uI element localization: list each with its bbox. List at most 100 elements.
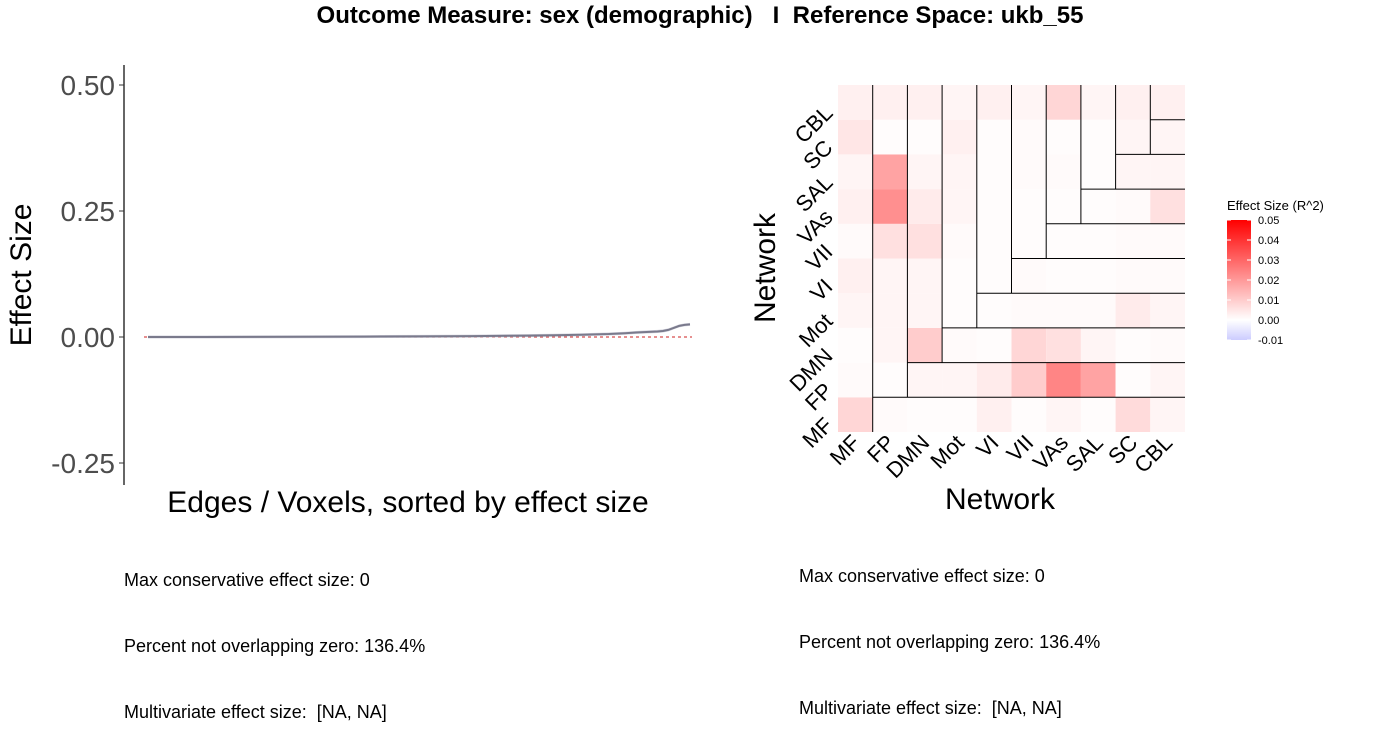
heatmap-cell	[1011, 223, 1047, 259]
heatmap-cell	[1011, 85, 1047, 120]
heatmap-cell	[1080, 258, 1116, 294]
x-tick-label: SAL	[1061, 430, 1108, 477]
heatmap-cell	[907, 362, 943, 398]
heatmap-cell	[942, 327, 977, 363]
heatmap-cell	[872, 397, 908, 432]
heatmap-cell	[976, 154, 1012, 190]
heatmap-cell	[1011, 189, 1047, 224]
heatmap-cell	[1115, 223, 1151, 259]
heatmap-cell	[1115, 85, 1151, 120]
heatmap-cell	[1115, 397, 1151, 432]
heatmap-cell	[1011, 327, 1047, 363]
heatmap-cell	[1011, 258, 1047, 294]
heatmap-cell	[1046, 189, 1081, 224]
heatmap-cell	[1150, 189, 1185, 224]
page-title: Outcome Measure: sex (demographic) I Ref…	[316, 2, 1084, 29]
x-tick-label: CBL	[1129, 430, 1177, 478]
heatmap-cell	[976, 258, 1012, 294]
heatmap-cell	[838, 189, 873, 224]
heatmap-cell	[1046, 362, 1081, 398]
legend-title: Effect Size (R^2)	[1227, 198, 1324, 213]
heatmap-cell	[1115, 327, 1151, 363]
heatmap-cell	[942, 397, 977, 432]
heatmap-cell	[1046, 397, 1081, 432]
heatmap-cell	[872, 119, 908, 155]
x-tick-label: VI	[971, 430, 1003, 462]
heatmap-cell	[907, 189, 943, 224]
heatmap-x-axis-title: Network	[945, 483, 1056, 516]
heatmap-cell	[1115, 258, 1151, 294]
heatmap-cell	[872, 223, 908, 259]
heatmap-cell	[1080, 327, 1116, 363]
heatmap-cell	[1080, 362, 1116, 398]
heatmap-cell	[872, 85, 908, 120]
heatmap-cell	[1115, 189, 1151, 224]
y-axis-title: Effect Size	[5, 204, 38, 347]
stats-right: Max conservative effect size: 0 Percent …	[799, 521, 1100, 741]
heatmap-cell	[1011, 397, 1047, 432]
heatmap-cell	[1046, 293, 1081, 328]
heatmap-cell	[976, 119, 1012, 155]
heatmap-cell	[1080, 397, 1116, 432]
heatmap-cell	[838, 223, 873, 259]
heatmap-cell	[838, 154, 873, 190]
heatmap-cell	[1115, 119, 1151, 155]
heatmap-cell	[907, 327, 943, 363]
heatmap-cell	[1150, 293, 1185, 328]
heatmap-cell	[907, 293, 943, 328]
y-tick-label: 0.00	[61, 322, 116, 353]
y-tick-label: 0.25	[61, 196, 116, 227]
y-tick-label: -0.25	[51, 448, 115, 479]
y-tick-label: 0.50	[61, 70, 116, 101]
heatmap-cell	[1150, 85, 1185, 120]
legend-tick-label: 0.02	[1258, 275, 1279, 287]
heatmap-cell	[1046, 327, 1081, 363]
heatmap-cell	[838, 362, 873, 398]
heatmap-cell	[1150, 327, 1185, 363]
heatmap-cell	[838, 85, 873, 120]
y-tick-label: VI	[805, 274, 837, 306]
heatmap-cell	[1046, 119, 1081, 155]
y-tick-label: SAL	[790, 170, 837, 217]
heatmap-cell	[1046, 223, 1081, 259]
x-axis-title: Edges / Voxels, sorted by effect size	[167, 486, 648, 519]
heatmap-cell	[942, 258, 977, 294]
stats-percent-nonzero: Percent not overlapping zero: 136.4%	[799, 632, 1101, 652]
heatmap-cell	[976, 189, 1012, 224]
heatmap-cell	[942, 119, 977, 155]
heatmap-cell	[976, 327, 1012, 363]
heatmap-cell	[942, 293, 977, 328]
heatmap-cell	[1080, 85, 1116, 120]
heatmap-cell	[1046, 85, 1081, 120]
heatmap-y-axis-title: Network	[749, 212, 782, 323]
heatmap-cell	[942, 85, 977, 120]
heatmap-cell	[976, 397, 1012, 432]
legend-tick-label: -0.01	[1258, 335, 1283, 347]
legend-tick-label: 0.00	[1258, 315, 1279, 327]
heatmap-cell	[1150, 397, 1185, 432]
heatmap-cell	[872, 293, 908, 328]
heatmap-cell	[838, 258, 873, 294]
stats-percent-nonzero: Percent not overlapping zero: 136.4%	[124, 636, 426, 656]
legend-tick-label: 0.03	[1258, 255, 1279, 267]
y-tick-label: Mot	[794, 308, 838, 352]
heatmap-cell	[838, 119, 873, 155]
heatmap-cell	[907, 223, 943, 259]
heatmap-cell	[907, 154, 943, 190]
heatmap-cell	[1080, 293, 1116, 328]
heatmap-cell	[1150, 362, 1185, 398]
x-tick-label: Mot	[925, 430, 969, 474]
heatmap-cell	[838, 397, 873, 432]
heatmap-cell	[1011, 362, 1047, 398]
heatmap-cell	[907, 119, 943, 155]
heatmap-cell	[1080, 154, 1116, 190]
heatmap-cell	[1011, 293, 1047, 328]
effect-size-line	[148, 323, 691, 338]
heatmap-cell	[907, 258, 943, 294]
heatmap-cell	[1046, 154, 1081, 190]
heatmap-cell	[872, 327, 908, 363]
heatmap-cell	[976, 85, 1012, 120]
heatmap-cell	[1011, 119, 1047, 155]
stats-multivariate: Multivariate effect size: [NA, NA]	[124, 702, 387, 722]
heatmap-cell	[1080, 189, 1116, 224]
